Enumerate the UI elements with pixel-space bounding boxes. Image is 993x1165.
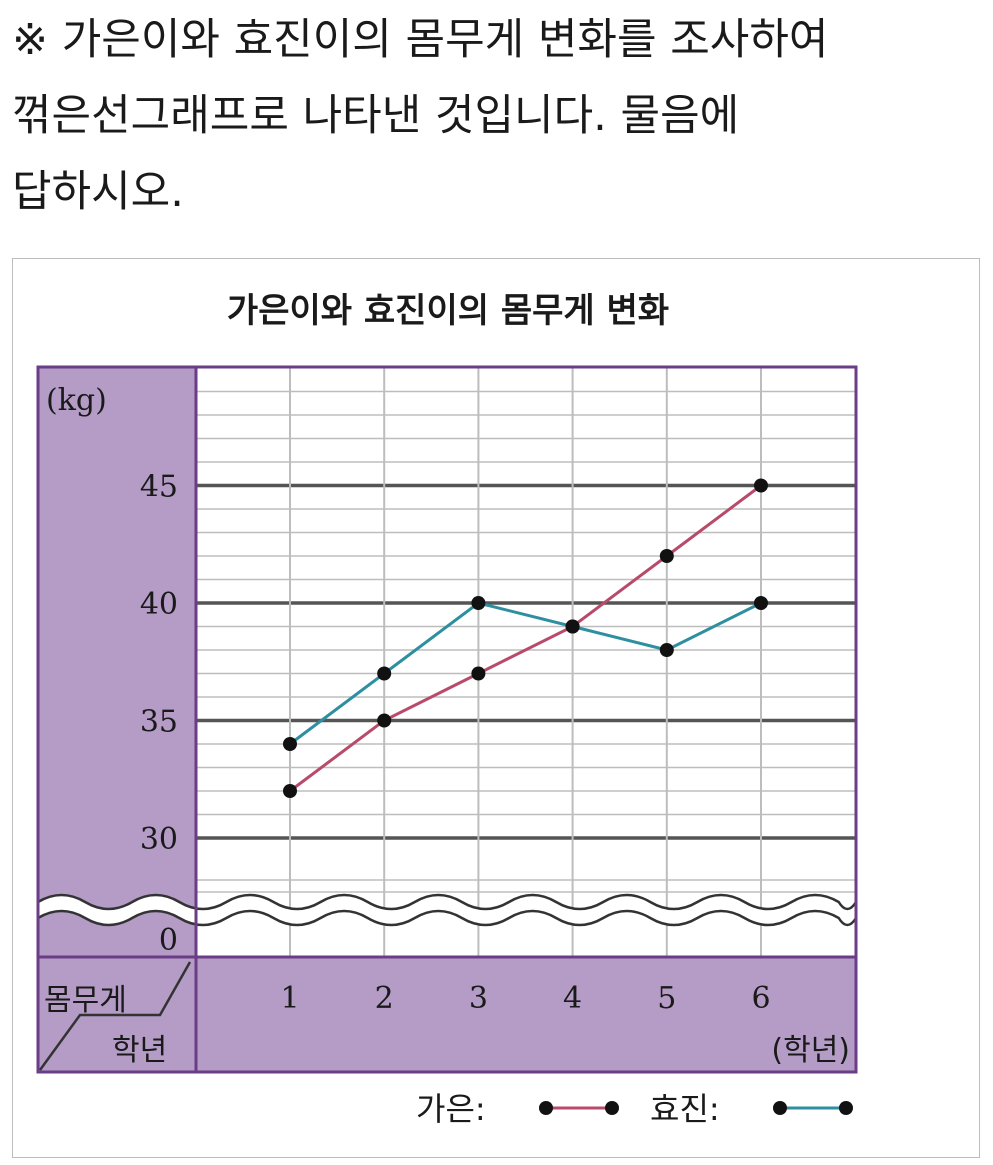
axis-break-top xyxy=(37,893,858,911)
question-line-3: 답하시오. xyxy=(12,167,184,217)
series-layer xyxy=(283,478,768,798)
data-point-hyojin xyxy=(659,643,674,657)
legend-dot xyxy=(605,1101,619,1115)
data-point-hyojin xyxy=(754,596,768,610)
series-line-gaeun xyxy=(289,484,762,793)
chart-frame xyxy=(12,258,980,1158)
series-line-hyojin xyxy=(289,601,762,746)
data-point-gaeun xyxy=(659,549,674,563)
corner-divider xyxy=(38,961,192,1071)
data-point-hyojin xyxy=(471,596,486,610)
chart-title: 가은이와 효진이의 몸무게 변화 xyxy=(227,291,669,331)
x-tick-label: 5 xyxy=(657,981,676,1016)
corner-label-grade: 학년 xyxy=(112,1033,167,1068)
data-point-gaeun xyxy=(283,784,297,798)
data-point-hyojin xyxy=(377,666,392,681)
x-tick-label: 1 xyxy=(280,981,299,1016)
legend-swatch-gaeun xyxy=(539,1101,619,1115)
plot-area xyxy=(196,367,856,957)
y-axis-unit: (kg) xyxy=(46,383,107,418)
chart-border xyxy=(36,365,858,1074)
y-zero-label: 0 xyxy=(159,923,178,958)
legend-dot xyxy=(773,1101,787,1115)
y-tick-labels: 45 40 35 30 xyxy=(140,470,178,858)
grid xyxy=(196,367,856,957)
question-line-2: 꺾은선그래프로 나타낸 것입니다. 물음에 xyxy=(12,91,740,141)
y-tick-label: 45 xyxy=(140,470,178,505)
legend-swatch-hyojin xyxy=(773,1101,853,1115)
axis-break-bottom xyxy=(37,909,858,927)
data-point-gaeun xyxy=(377,713,392,728)
y-tick-label: 35 xyxy=(140,705,178,740)
data-point-gaeun xyxy=(471,666,486,681)
x-tick-label: 4 xyxy=(563,981,582,1016)
question-text: ※ 가은이와 효진이의 몸무게 변화를 조사하여 꺾은선그래프로 나타낸 것입니… xyxy=(12,2,982,230)
data-point-hyojin xyxy=(565,619,580,634)
data-point-gaeun xyxy=(754,478,768,493)
legend-dot xyxy=(539,1101,553,1115)
data-point-hyojin xyxy=(283,737,297,751)
x-tick-label: 6 xyxy=(751,981,770,1016)
legend: 가은: 효진: xyxy=(416,1090,853,1128)
legend-label-gaeun: 가은: xyxy=(416,1090,486,1128)
x-axis-panel xyxy=(38,957,856,1072)
legend-dot xyxy=(839,1101,853,1115)
x-tick-labels: 1 2 3 4 5 6 xyxy=(280,981,770,1016)
legend-label-hyojin: 효진: xyxy=(650,1090,720,1128)
y-tick-label: 40 xyxy=(140,587,178,622)
x-tick-label: 3 xyxy=(469,981,488,1016)
x-tick-label: 2 xyxy=(375,981,394,1016)
y-tick-label: 30 xyxy=(140,822,178,857)
question-line-1: ※ 가은이와 효진이의 몸무게 변화를 조사하여 xyxy=(12,15,829,65)
y-axis-panel xyxy=(38,367,196,957)
corner-label-weight: 몸무게 xyxy=(44,983,127,1018)
x-axis-unit: (학년) xyxy=(771,1033,850,1068)
